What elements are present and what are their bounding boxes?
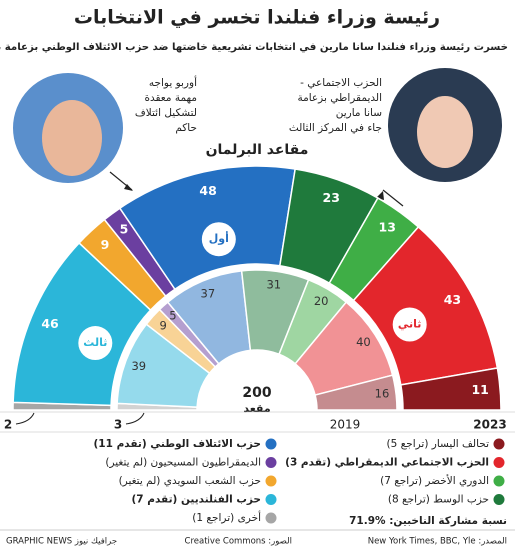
legend-label: تحالف اليسار (تراجع 5) xyxy=(386,438,489,450)
legend-swatch xyxy=(265,494,277,505)
seat-arc xyxy=(399,367,502,411)
annotation: لتشكيل ائتلاف xyxy=(135,107,197,119)
rank-label: ثاني xyxy=(398,317,422,330)
value-label: 11 xyxy=(471,382,488,397)
value-label: 46 xyxy=(41,316,59,331)
legend-swatch xyxy=(493,475,505,487)
legend-label: أخرى (تراجع 1) xyxy=(192,510,261,524)
center xyxy=(201,354,313,466)
value-label: 37 xyxy=(201,286,216,300)
value-label: 20 xyxy=(314,294,329,308)
year-label: 2019 xyxy=(330,418,361,432)
value-label: 43 xyxy=(444,292,461,307)
legend-swatch xyxy=(493,457,505,468)
rank-badge xyxy=(78,326,113,361)
total-label: مقعد xyxy=(243,402,270,415)
subtitle: خسرت رئيسة وزراء فنلندا سانا مارين في ان… xyxy=(0,40,508,53)
annotation: جاء في المركز الثالث xyxy=(289,122,382,134)
rank-label: ثالث xyxy=(83,336,107,349)
chart-title: رئيسة وزراء فنلندا تخسر في الانتخابات xyxy=(74,7,440,29)
source: المصدر: New York Times, BBC, Yle xyxy=(368,537,507,547)
arrow xyxy=(382,189,404,207)
value-label: 39 xyxy=(131,359,146,373)
annotation: الحزب الاجتماعي - xyxy=(300,77,382,89)
legend-label: حزب الوسط (تراجع 8) xyxy=(388,494,489,506)
legend-swatch xyxy=(265,475,277,487)
annotation: سانا مارين xyxy=(336,107,382,119)
legend-label: الحزب الاجتماعي الديمقراطي (تقدم 3) xyxy=(285,457,489,469)
annotations: أوربو يواجه مهمة معقدة لتشكيل ائتلاف حاكم ال… xyxy=(135,75,382,134)
value-label: 5 xyxy=(169,309,176,323)
rank-badge xyxy=(201,222,236,257)
rank-label: أول xyxy=(209,231,229,245)
value-label: 9 xyxy=(159,318,166,332)
legend-swatch xyxy=(265,457,277,468)
annotation: حاكم xyxy=(175,122,197,134)
value-label: 13 xyxy=(379,219,396,234)
value-label: 23 xyxy=(323,190,340,205)
turnout: نسبة مشاركة الناخبين: %71.9 xyxy=(349,515,507,527)
year-label: 2023 xyxy=(473,418,506,432)
annotation: مهمة معقدة xyxy=(144,92,197,104)
legend-swatch xyxy=(265,512,277,524)
chart-subtitle: مقاعد البرلمان xyxy=(206,142,309,158)
value-label: 5 xyxy=(120,221,129,236)
value-label: 9 xyxy=(101,237,110,252)
arcs: 246ثالث9548أول231343ثاني1133995373120401… xyxy=(4,165,502,432)
arrow xyxy=(125,412,145,425)
seat-arc xyxy=(314,374,398,411)
value-label: 2 xyxy=(4,418,12,432)
value-label: 31 xyxy=(266,278,281,292)
legend: تحالف اليسار (تراجع 5) الحزب الاجتماعي ال… xyxy=(93,438,505,524)
annotation: الديمقراطي بزعامة xyxy=(297,92,382,104)
legend-swatch xyxy=(493,438,505,450)
rank-badge xyxy=(392,307,427,342)
arrow xyxy=(15,412,35,425)
value-label: 16 xyxy=(375,387,390,401)
legend-label: الدوري الأخضر (تراجع 7) xyxy=(380,474,489,487)
legend-swatch xyxy=(493,494,505,505)
photo-face xyxy=(42,100,102,176)
total: 200 xyxy=(242,385,271,401)
value-label: 3 xyxy=(114,418,122,432)
annotation: أوربو يواجه xyxy=(149,75,197,89)
photo-face xyxy=(417,96,473,168)
value-label: 48 xyxy=(199,183,216,198)
legend-label: حزب الفنلنديين (تقدم 7) xyxy=(131,494,261,506)
arrow-head xyxy=(124,184,133,191)
legend-label: حزب الشعب السويدي (لم يتغير) xyxy=(119,475,261,487)
credit: GRAPHIC NEWS جرافيك نيوز xyxy=(6,537,117,547)
photo-credit: الصور: Creative Commons xyxy=(185,537,292,547)
legend-swatch xyxy=(265,438,277,450)
legend-label: الديمقراطيون المسيحيون (لم يتغير) xyxy=(105,457,261,469)
legend-label: حزب الائتلاف الوطني (تقدم 11) xyxy=(93,438,261,450)
value-label: 40 xyxy=(356,335,371,349)
